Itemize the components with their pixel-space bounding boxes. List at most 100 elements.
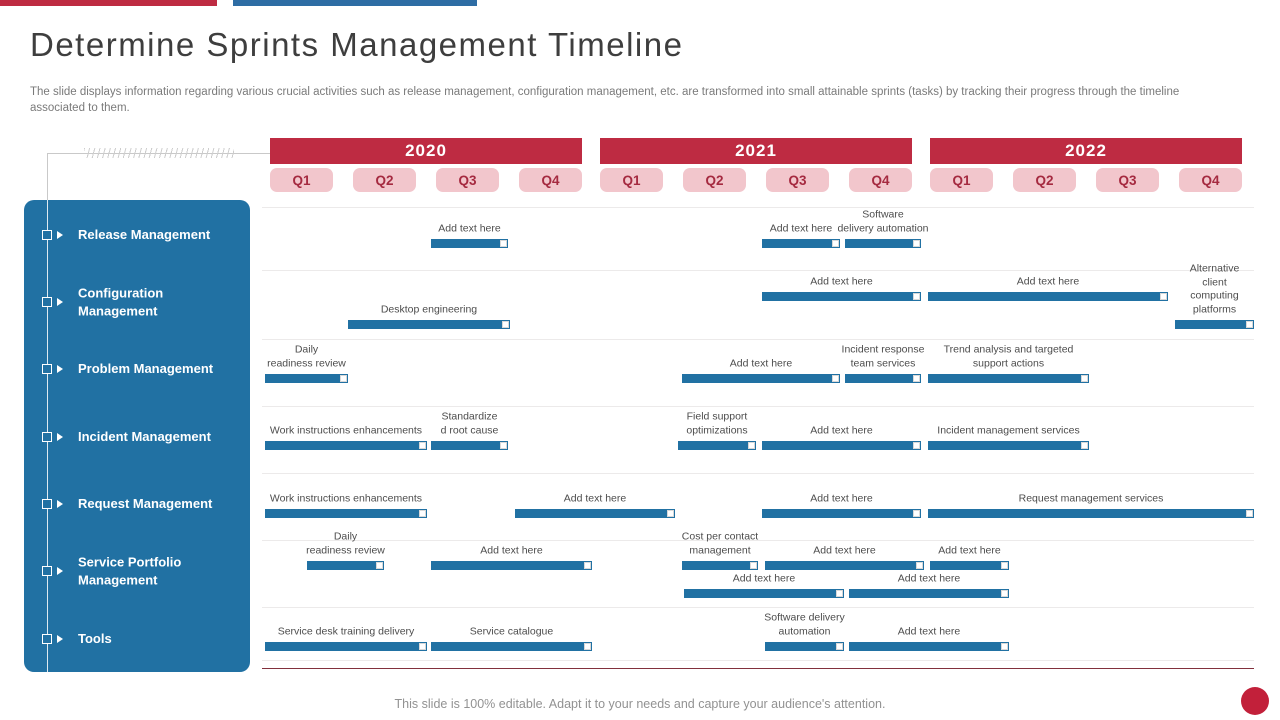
gantt-bar-label: Software delivery automation <box>764 611 845 638</box>
gantt-bar-label: Alternative client computing platforms <box>1189 262 1240 316</box>
page-title: Determine Sprints Management Timeline <box>30 26 684 63</box>
gantt-bar-label: Incident response team services <box>841 343 925 370</box>
quarter-chip: Q3 <box>766 168 829 192</box>
sidebar-marker-arrow-icon <box>57 298 63 306</box>
gantt-bar <box>265 374 348 383</box>
gantt-bar-label: Add text here <box>1016 275 1080 288</box>
quarter-chip: Q4 <box>849 168 912 192</box>
sidebar-item-label: Service Portfolio Management <box>78 554 182 587</box>
quarter-chip: Q1 <box>930 168 993 192</box>
quarter-chip: Q2 <box>1013 168 1076 192</box>
gantt-bar <box>928 441 1089 450</box>
gantt-bar <box>431 561 592 570</box>
gantt-bar <box>307 561 384 570</box>
gantt-bar-label: Daily readiness review <box>267 343 346 370</box>
gantt-bar <box>762 239 840 248</box>
gantt-bar-label: Desktop engineering <box>380 303 478 316</box>
gantt-bar-label: Add text here <box>813 544 876 557</box>
top-accent-red-bar <box>0 0 217 6</box>
row-separator <box>262 473 1254 474</box>
gantt-bar <box>849 642 1009 651</box>
gantt-bar-label: Add text here <box>897 625 961 638</box>
gantt-bar <box>684 589 844 598</box>
footer-note: This slide is 100% editable. Adapt it to… <box>394 697 886 711</box>
sidebar-marker-arrow-icon <box>57 231 63 239</box>
gantt-bar-label: Service desk training delivery <box>277 625 415 638</box>
gantt-bar-label: Add text here <box>769 222 833 235</box>
gantt-bar <box>928 374 1089 383</box>
gantt-bar-label: Request management services <box>1018 492 1164 505</box>
sidebar-item-label: Tools <box>78 631 112 647</box>
gantt-bar <box>265 509 427 518</box>
sidebar-marker-square-icon <box>42 566 52 576</box>
gantt-bar-label: Add text here <box>810 492 873 505</box>
sidebar-marker-square-icon <box>42 364 52 374</box>
gantt-bar-label: Add text here <box>729 357 793 370</box>
sidebar-marker-arrow-icon <box>57 500 63 508</box>
row-separator <box>262 607 1254 608</box>
sidebar-item-label: Request Management <box>78 496 213 512</box>
gantt-bar <box>682 374 840 383</box>
gantt-bar <box>765 561 924 570</box>
sidebar-item-label: Problem Management <box>78 361 214 377</box>
gantt-bar <box>1175 320 1254 329</box>
sidebar-marker-square-icon <box>42 634 52 644</box>
row-separator <box>262 207 1254 208</box>
sidebar-marker-arrow-icon <box>57 365 63 373</box>
gantt-bar-label: Cost per contact management <box>681 530 759 557</box>
sidebar-marker-square-icon <box>42 230 52 240</box>
gantt-bar <box>431 642 592 651</box>
gantt-bar-label: Add text here <box>438 222 501 235</box>
quarter-chip: Q1 <box>270 168 333 192</box>
gantt-bar-label: Add text here <box>480 544 543 557</box>
sidebar-marker-square-icon <box>42 432 52 442</box>
gantt-bar <box>930 561 1009 570</box>
gantt-bar <box>348 320 510 329</box>
gantt-bar <box>515 509 675 518</box>
sidebar-marker-arrow-icon <box>57 635 63 643</box>
gantt-bar <box>762 292 921 301</box>
gantt-bar <box>849 589 1009 598</box>
top-accent-blue-bar <box>233 0 477 6</box>
gantt-bar <box>845 374 921 383</box>
sidebar-item-label: Release Management <box>78 227 211 243</box>
gantt-bar <box>682 561 758 570</box>
gantt-bar-label: Work instructions enhancements <box>269 492 423 505</box>
gantt-bar <box>928 509 1254 518</box>
gantt-bar-label: Add text here <box>810 275 873 288</box>
timeline-baseline <box>262 668 1254 669</box>
gantt-bar-label: Trend analysis and targeted support acti… <box>943 343 1074 370</box>
year-header: 2020 <box>270 138 582 164</box>
quarter-chip: Q4 <box>519 168 582 192</box>
quarter-chip: Q1 <box>600 168 663 192</box>
quarter-chip: Q4 <box>1179 168 1242 192</box>
gantt-bar <box>845 239 921 248</box>
sidebar-item-label: Configuration Management <box>78 285 164 318</box>
quarter-chip: Q3 <box>1096 168 1159 192</box>
connector-hatch-pattern <box>84 148 234 158</box>
gantt-bar-label: Work instructions enhancements <box>269 424 423 437</box>
connector-line-vertical <box>47 153 48 200</box>
year-header: 2021 <box>600 138 912 164</box>
sidebar-marker-square-icon <box>42 499 52 509</box>
gantt-bar-label: Add text here <box>810 424 873 437</box>
gantt-bar-label: Add text here <box>938 544 1001 557</box>
gantt-bar-label: Standardize d root cause <box>440 410 499 437</box>
sidebar-marker-arrow-icon <box>57 433 63 441</box>
gantt-bar <box>678 441 756 450</box>
gantt-bar <box>762 441 921 450</box>
slide-description: The slide displays information regarding… <box>30 86 1180 115</box>
decorative-circle <box>1241 687 1269 715</box>
row-separator <box>262 406 1254 407</box>
gantt-bar-label: Daily readiness review <box>306 530 385 557</box>
gantt-bar-label: Add text here <box>732 572 796 585</box>
year-header: 2022 <box>930 138 1242 164</box>
gantt-bar-label: Add text here <box>563 492 627 505</box>
gantt-bar <box>265 441 427 450</box>
sidebar-marker-square-icon <box>42 297 52 307</box>
gantt-bar <box>765 642 844 651</box>
gantt-bar <box>762 509 921 518</box>
gantt-bar-label: Software delivery automation <box>837 208 929 235</box>
gantt-bar-label: Field support optimizations <box>686 410 748 437</box>
